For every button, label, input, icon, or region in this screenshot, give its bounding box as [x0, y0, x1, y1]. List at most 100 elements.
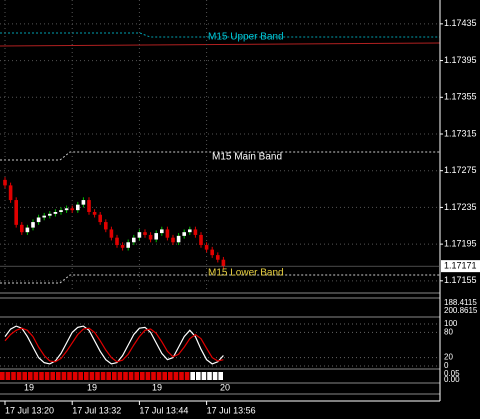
candle-body — [132, 237, 136, 243]
y-tick-label: 1.17435 — [444, 18, 477, 28]
y-tick-label: 80 — [444, 328, 453, 337]
candle-body — [199, 234, 203, 246]
candle-body — [160, 229, 164, 234]
signal-block — [156, 372, 162, 380]
x-tick-label: 17 Jul 13:44 — [139, 405, 188, 415]
signal-block — [140, 372, 145, 380]
signal-block — [123, 372, 128, 380]
candle-body — [42, 215, 46, 218]
current-price-label: 1.17171 — [444, 261, 477, 271]
candle-body — [31, 222, 35, 228]
candle-body — [115, 237, 119, 246]
candle-body — [25, 227, 30, 233]
signal-block — [11, 372, 16, 380]
signal-block — [61, 372, 67, 380]
y-tick-label: 1.17155 — [444, 275, 477, 285]
candle-body — [14, 200, 18, 225]
signal-block — [106, 372, 111, 380]
signal-block — [84, 372, 89, 380]
signal-block — [117, 372, 123, 380]
signal-block — [78, 372, 83, 380]
signal-block — [22, 372, 27, 380]
signal-block — [201, 372, 207, 380]
signal-block — [196, 372, 201, 380]
candle-body — [81, 200, 86, 205]
candle-body — [188, 229, 192, 233]
x-tick-label: 17 Jul 13:56 — [207, 405, 256, 415]
candle-body — [148, 234, 153, 240]
signal-block — [190, 372, 195, 380]
candle-body — [104, 222, 108, 230]
signal-block — [212, 372, 218, 380]
candle-body — [76, 204, 80, 211]
candle-body — [137, 232, 142, 238]
signal-block — [168, 372, 173, 380]
candle-body — [143, 232, 147, 235]
candle-body — [193, 229, 198, 235]
candle-body — [109, 229, 114, 238]
y-tick-label: 1.17315 — [444, 128, 477, 138]
candle-body — [176, 235, 181, 243]
signal-block — [179, 372, 184, 380]
signal-block — [218, 372, 223, 380]
signal-block — [134, 372, 139, 380]
panel-label: 188.4115 — [444, 298, 477, 307]
candle-body — [120, 245, 125, 248]
y-tick-label: 1.17395 — [444, 55, 477, 65]
candle-body — [154, 233, 158, 240]
signal-block — [44, 372, 50, 380]
signal-block — [33, 372, 39, 380]
upper-band-line — [0, 32, 440, 38]
signal-block — [16, 372, 22, 380]
candle-body — [8, 185, 13, 201]
signal-block — [72, 372, 78, 380]
signal-block — [0, 372, 5, 380]
candle-body — [216, 255, 220, 260]
day-label: 20 — [220, 382, 230, 392]
y-tick-label: 1.17235 — [444, 202, 477, 212]
candle-body — [59, 210, 63, 212]
candle-body — [36, 217, 41, 223]
candle-body — [171, 237, 175, 243]
y-tick-label: 1.17355 — [444, 92, 477, 102]
candle-body — [64, 208, 69, 211]
panel-label: 200.8615 — [444, 306, 478, 315]
candle-body — [48, 213, 52, 216]
y-tick-label: 1.17275 — [444, 165, 477, 175]
signal-block — [112, 372, 117, 380]
y-tick-label: 100 — [444, 319, 458, 328]
candle-body — [182, 232, 186, 236]
day-label: 19 — [87, 382, 97, 392]
candle-body — [20, 224, 24, 233]
day-label: 19 — [24, 382, 34, 392]
y-tick-label: 0 — [444, 361, 449, 370]
y-tick-label: 20 — [444, 353, 453, 362]
day-label: 19 — [152, 382, 162, 392]
moving-average-line — [0, 42, 441, 47]
signal-block — [89, 372, 95, 380]
oscillator-line — [4, 325, 224, 365]
x-tick-label: 17 Jul 13:32 — [72, 405, 121, 415]
signal-block — [95, 372, 100, 380]
signal-block — [39, 372, 44, 380]
main-band-line — [0, 151, 440, 161]
signal-block — [28, 372, 33, 380]
band-label: M15 Upper Band — [208, 32, 284, 43]
signal-block — [173, 372, 179, 380]
signal-block — [184, 372, 190, 380]
signal-block — [5, 372, 11, 380]
candle-body — [221, 259, 226, 267]
panel-label: 0.00 — [444, 375, 460, 384]
signal-block — [162, 372, 167, 380]
signal-block — [100, 372, 106, 380]
signal-block — [145, 372, 151, 380]
candle-body — [98, 214, 102, 223]
candle-body — [204, 245, 209, 250]
signal-block — [50, 372, 55, 380]
band-label: M15 Lower Band — [208, 268, 284, 279]
signal-block — [67, 372, 72, 380]
current-price-box — [441, 260, 480, 273]
candle-body — [165, 229, 170, 238]
